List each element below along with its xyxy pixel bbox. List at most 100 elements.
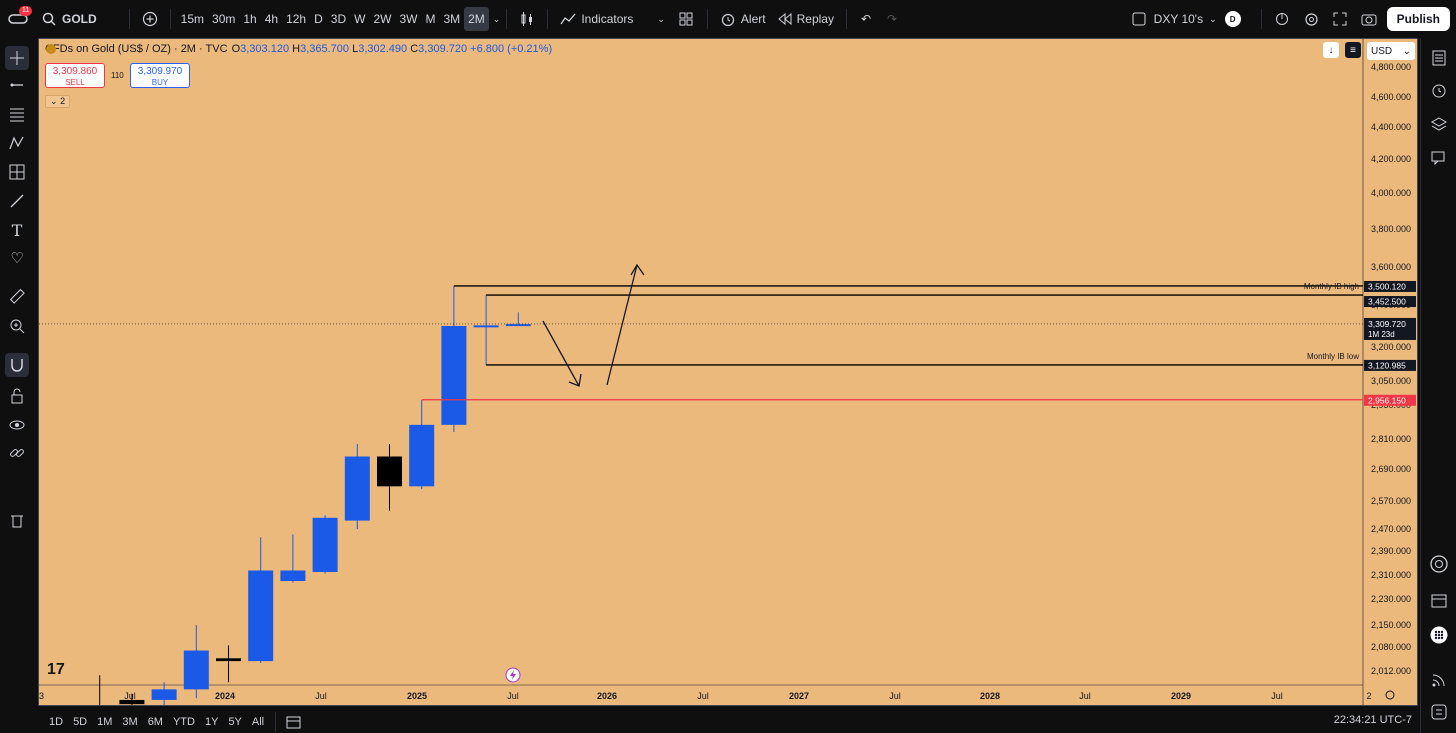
range-1m[interactable]: 1M [97,715,113,728]
brush-tool[interactable] [5,189,29,213]
chats-button[interactable] [1427,146,1451,170]
interval-15m[interactable]: 15m [180,12,205,26]
alert-button[interactable]: Alert [714,0,772,38]
price-tick-label: 4,200.000 [1371,154,1411,164]
camera-icon[interactable] [1361,12,1377,26]
range-ytd[interactable]: YTD [172,715,195,728]
measure-tool[interactable] [5,284,29,308]
date-range-icon[interactable] [286,715,302,729]
notification-badge: 11 [19,6,33,16]
interval-d[interactable]: D [314,12,323,26]
legend-title[interactable]: CFDs on Gold (US$ / OZ) · 2M · TVC [45,43,228,55]
interval-m[interactable]: M [425,12,436,26]
fullscreen-icon[interactable] [1333,12,1347,26]
legend-close: 3,309.720 [418,43,468,55]
ruler-icon [9,288,25,304]
watchlist-button[interactable] [1427,46,1451,70]
layout-grid-icon[interactable] [679,12,693,26]
range-all[interactable]: All [251,715,265,728]
redo-icon[interactable]: ↷ [887,12,898,26]
interval-3m[interactable]: 3M [443,12,461,26]
chevron-down-icon[interactable]: ⌄ [1209,13,1217,24]
replay-button[interactable]: Replay [772,0,840,38]
chevron-down-icon[interactable]: ⌄ [492,13,501,24]
menu-button[interactable]: 11 [0,0,36,38]
range-5d[interactable]: 5D [73,715,88,728]
text-tool[interactable]: T [5,218,29,242]
range-3m[interactable]: 3M [122,715,138,728]
range-1y[interactable]: 1Y [204,715,219,728]
indicators-label: Indicators [581,12,634,26]
level-price-tag-ib-high-top [1364,280,1416,292]
replay-label: Replay [796,12,834,26]
pattern-icon [9,136,24,150]
sync-tool[interactable] [5,441,29,465]
quick-search-icon[interactable] [1275,12,1290,27]
buy-button[interactable]: 3,309.970 BUY [130,63,190,88]
publish-button[interactable]: Publish [1386,7,1450,31]
range-1d[interactable]: 1D [49,715,64,728]
scroll-down-button[interactable]: ↓ [1323,42,1339,58]
candle-body [344,456,370,521]
object-tree-button[interactable]: ≡ [1345,42,1361,58]
compare-symbol-button[interactable] [142,11,158,27]
interval-3d[interactable]: 3D [330,12,347,26]
pen-icon [10,194,24,208]
crosshair-icon [10,51,24,65]
current-price-label: 3,309.720 [1368,319,1406,329]
interval-2m[interactable]: 2M [464,7,489,31]
clock[interactable]: 22:34:21 UTC-7 [1333,714,1412,726]
ideas-button[interactable] [1427,552,1451,576]
news-stream-button[interactable] [1427,668,1451,692]
axis-settings-icon [1385,690,1395,700]
range-5y[interactable]: 5Y [228,715,242,728]
currency-label: USD [1371,45,1393,57]
candles-icon[interactable] [519,11,535,27]
compare-badge[interactable]: D [1224,11,1241,27]
symbol-search[interactable]: GOLD [42,0,97,38]
indicators-button[interactable]: Indicators ⌄ [554,0,671,38]
price-tick-label: 4,000.000 [1371,188,1411,198]
lock-tool[interactable] [5,384,29,408]
replay-icon [777,13,792,25]
interval-12h[interactable]: 12h [286,12,307,26]
interval-w[interactable]: W [354,12,366,26]
alerts-button[interactable] [1427,78,1451,102]
crosshair-tool[interactable] [5,46,29,70]
interval-3w[interactable]: 3W [399,12,418,26]
divider [1260,9,1262,29]
fullscreen-window-icon[interactable] [1132,12,1146,26]
price-chart[interactable]: 4,800.000 4,600.000 4,400.000 4,200.000 4,00… [39,39,1417,705]
settings-icon[interactable] [1304,12,1319,27]
interval-1h[interactable]: 1h [243,12,257,26]
fib-tool[interactable] [5,102,29,126]
icon-tool[interactable]: ♡ [5,246,29,270]
interval-30m[interactable]: 30m [212,12,236,26]
zoom-tool[interactable] [5,314,29,338]
remove-drawings-tool[interactable] [5,508,29,532]
chat-icon [1431,151,1445,166]
arrow-up-head [630,263,645,276]
top-toolbar: 11 GOLD 15m 30m 1h 4h 12h D 3D W 2W 3W M 3M 2M ⌄ Ind… [0,0,1456,38]
currency-select[interactable]: USD ⌄ [1367,42,1415,60]
sell-button[interactable]: 3,309.860 SELL [45,63,105,88]
compare-symbol-label[interactable]: DXY 10's [1153,12,1204,26]
forecast-tool[interactable] [5,160,29,184]
magnet-tool[interactable] [5,353,29,377]
help-button[interactable] [1427,700,1451,724]
indicators-collapse-toggle[interactable]: ⌄ 2 [45,95,71,108]
trend-line-tool[interactable] [5,73,29,97]
undo-icon[interactable]: ↶ [860,12,872,26]
layers-button[interactable] [1427,112,1451,136]
range-6m[interactable]: 6M [147,715,163,728]
apps-button[interactable] [1427,623,1451,647]
interval-4h[interactable]: 4h [264,12,279,26]
interval-2w[interactable]: 2W [373,12,392,26]
pattern-tool[interactable] [5,131,29,155]
visibility-tool[interactable] [5,413,29,437]
calendar-button[interactable] [1427,588,1451,612]
price-tick-label: 2,810.000 [1371,434,1411,444]
gold-symbol-icon [46,44,56,54]
line-icon [10,83,23,87]
chart-pane[interactable]: 4,800.000 4,600.000 4,400.000 4,200.000 4,00… [38,38,1418,706]
